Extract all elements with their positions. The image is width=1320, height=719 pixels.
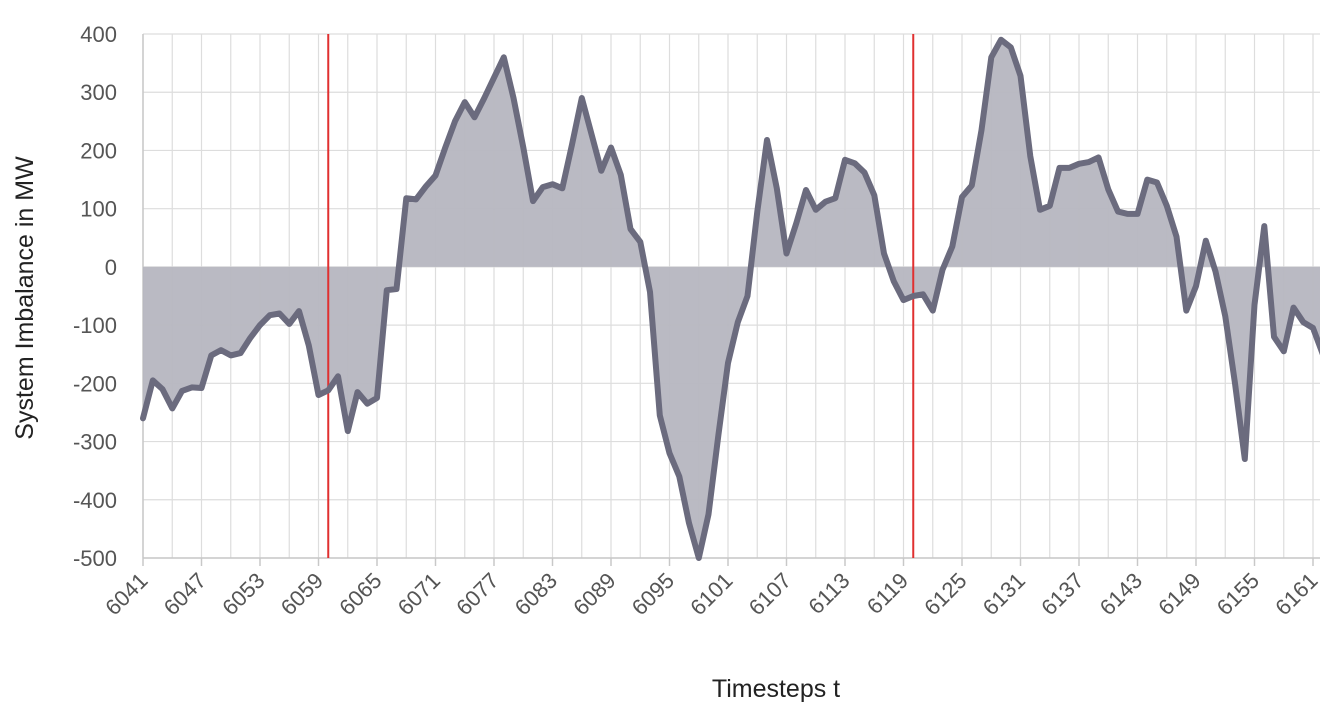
y-tick-labels: 400 300 200 100 0 -100 -200 -300 -400 -500: [73, 22, 117, 571]
x-tick-label: 6161: [1270, 568, 1320, 620]
x-tick-label: 6131: [978, 568, 1030, 620]
x-tick-label: 6047: [159, 568, 211, 620]
x-tick-labels: 6041 6047 6053 6059 6065 6071 6077 6083 6089 6095…: [100, 558, 1320, 620]
x-tick-label: 6101: [685, 568, 737, 620]
x-tick-label: 6041: [100, 568, 152, 620]
y-tick-label: 200: [80, 138, 117, 163]
vertical-markers: [327, 34, 915, 558]
x-tick-label: 6107: [744, 568, 796, 620]
x-tick-label: 6071: [393, 568, 445, 620]
x-tick-label: 6143: [1095, 568, 1147, 620]
y-tick-label: 100: [80, 197, 117, 222]
y-tick-label: -400: [73, 488, 117, 513]
y-tick-label: -500: [73, 546, 117, 571]
x-tick-label: 6065: [334, 568, 386, 620]
x-tick-label: 6083: [510, 568, 562, 620]
imbalance-area: [143, 39, 1320, 558]
x-tick-label: 6113: [803, 568, 854, 619]
imbalance-line: [140, 36, 1320, 561]
area-fill: [143, 39, 1320, 558]
x-tick-label: 6125: [919, 568, 971, 620]
y-tick-label: -200: [73, 371, 117, 396]
x-tick-label: 6155: [1212, 568, 1264, 620]
x-tick-label: 6089: [568, 568, 620, 620]
series-line: [140, 36, 1320, 561]
y-axis-title: System Imbalance in MW: [11, 156, 39, 440]
x-tick-label: 6137: [1036, 568, 1088, 620]
x-tick-label: 6053: [217, 568, 269, 620]
x-tick-label: 6077: [451, 568, 503, 620]
x-axis-title: Timesteps t: [712, 675, 840, 703]
y-tick-label: -100: [73, 313, 117, 338]
x-tick-label: 6119: [862, 568, 913, 619]
x-tick-label: 6149: [1153, 568, 1205, 620]
x-tick-label: 6095: [627, 568, 679, 620]
y-tick-label: 400: [80, 22, 117, 47]
y-tick-label: 300: [80, 80, 117, 105]
y-tick-label: 0: [105, 255, 117, 280]
y-tick-label: -300: [73, 430, 117, 455]
x-tick-label: 6059: [276, 568, 328, 620]
